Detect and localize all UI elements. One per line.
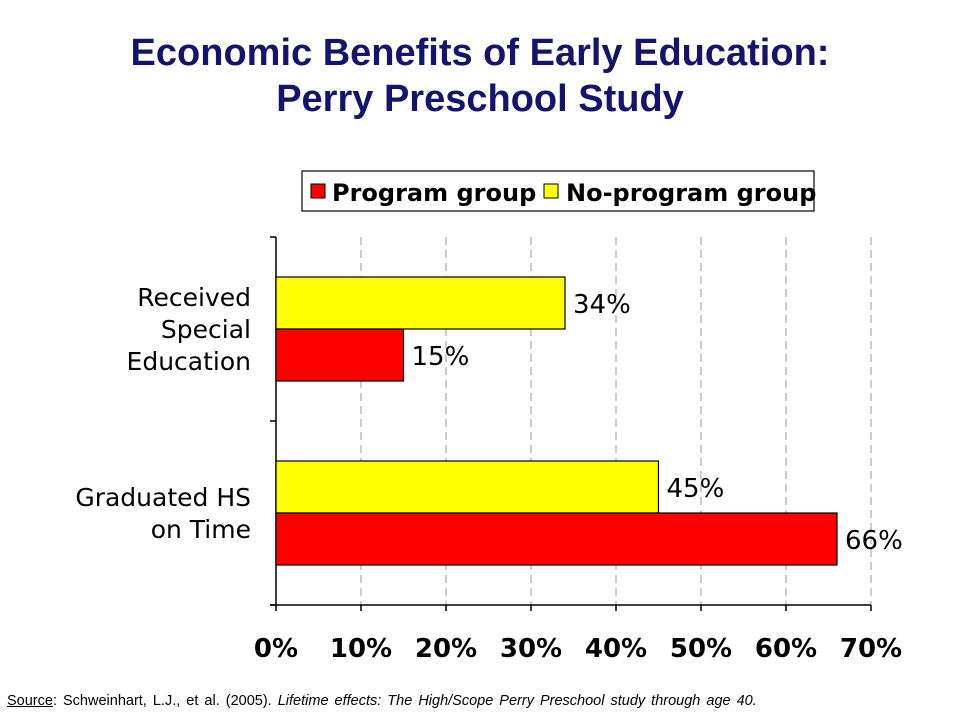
legend-label: No-program group <box>566 179 816 207</box>
source-label: Source <box>7 693 53 709</box>
category-label: Graduated HS <box>75 483 251 512</box>
x-tick-label: 20% <box>415 634 477 664</box>
data-label: 34% <box>573 290 631 320</box>
data-label: 66% <box>845 526 903 556</box>
chart-title: Economic Benefits of Early Education: Pe… <box>0 30 960 122</box>
bars <box>275 276 838 566</box>
bar <box>275 328 405 382</box>
title-line-1: Economic Benefits of Early Education: <box>130 32 830 74</box>
category-label: Education <box>127 347 251 376</box>
category-label: Received <box>137 283 251 312</box>
legend: Program group No-program group <box>301 170 816 212</box>
category-label: Special <box>161 315 251 344</box>
x-tick-label: 40% <box>585 634 647 664</box>
data-label: 45% <box>667 474 725 504</box>
x-tick-label: 10% <box>330 634 392 664</box>
data-labels: 34% 15% 45% 66% <box>412 290 903 556</box>
x-tick-labels: 0% 10% 20% 30% 40% 50% 60% 70% <box>254 634 902 664</box>
bar <box>275 276 566 330</box>
x-tick-label: 30% <box>500 634 562 664</box>
legend-label: Program group <box>332 179 536 207</box>
x-tick-label: 60% <box>755 634 817 664</box>
x-tick-label: 0% <box>254 634 298 664</box>
category-labels: Received Special Education Graduated HS on T… <box>75 283 251 544</box>
source-authors: : Schweinhart, L.J., et al. (2005). <box>52 693 278 709</box>
x-tick-label: 50% <box>670 634 732 664</box>
data-label: 15% <box>412 342 470 372</box>
legend-swatch <box>543 183 559 199</box>
bar <box>275 460 660 514</box>
bar <box>275 512 838 566</box>
source-work: Lifetime effects: The High/Scope Perry P… <box>277 693 757 709</box>
legend-swatch <box>310 183 326 199</box>
title-line-2: Perry Preschool Study <box>276 78 684 120</box>
category-label: on Time <box>151 515 251 544</box>
source-citation: Source: Schweinhart, L.J., et al. (2005)… <box>7 693 757 709</box>
x-tick-label: 70% <box>840 634 902 664</box>
